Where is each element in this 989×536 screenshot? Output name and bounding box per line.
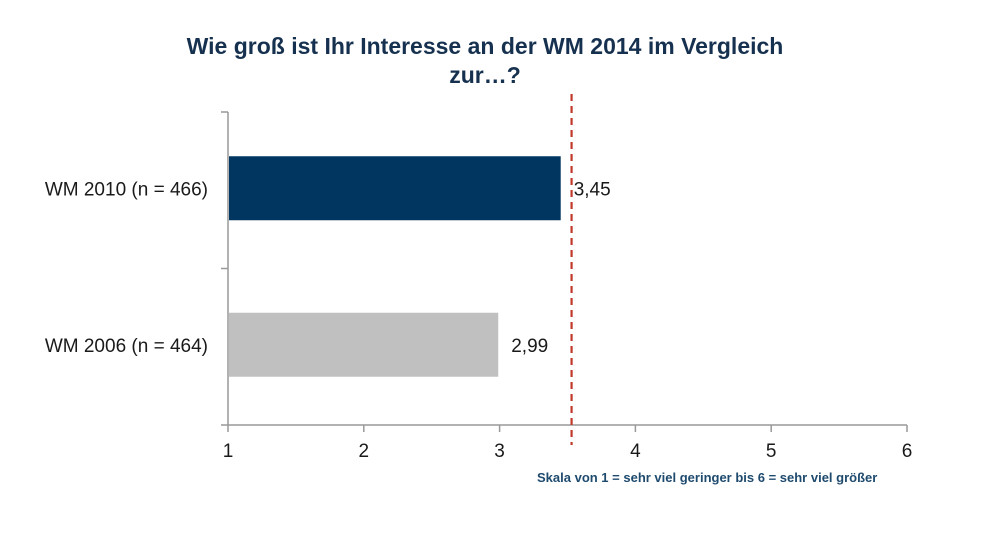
- x-tick-label: 3: [494, 441, 505, 462]
- title-line-2: zur…?: [449, 62, 521, 88]
- bar-1: [229, 156, 561, 221]
- x-tick-label: 2: [359, 441, 370, 462]
- value-label: 2,99: [511, 336, 548, 357]
- x-tick-label: 1: [223, 441, 234, 462]
- category-label: WM 2010 (n = 466): [45, 179, 208, 200]
- x-tick-label: 5: [766, 441, 777, 462]
- x-tick-label: 6: [902, 441, 913, 462]
- bar-2: [229, 312, 499, 377]
- category-label: WM 2006 (n = 464): [45, 336, 208, 357]
- chart-title: Wie groß ist Ihr Interesse an der WM 201…: [100, 32, 870, 90]
- value-label: 3,45: [574, 179, 611, 200]
- title-line-1: Wie groß ist Ihr Interesse an der WM 201…: [186, 33, 784, 59]
- scale-footnote: Skala von 1 = sehr viel geringer bis 6 =…: [537, 470, 878, 485]
- x-tick-label: 4: [630, 441, 641, 462]
